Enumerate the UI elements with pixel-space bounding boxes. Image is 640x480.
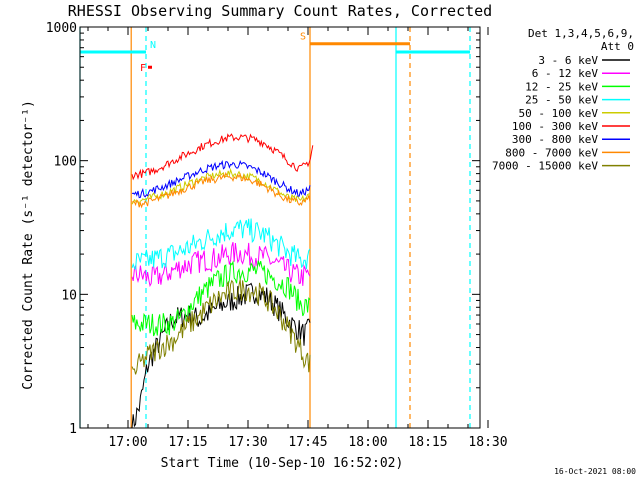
y-tick-label: 10 — [61, 288, 77, 303]
y-axis-label: Corrected Count Rate (s⁻¹ detector⁻¹) — [21, 100, 36, 390]
annotation-label: S — [300, 32, 306, 43]
x-tick-label: 17:15 — [168, 435, 207, 450]
x-tick-label: 18:15 — [408, 435, 447, 450]
legend-label: 6 - 12 keV — [532, 67, 599, 80]
series-line-5 — [131, 133, 314, 181]
y-tick-label: 100 — [54, 155, 77, 170]
footer-timestamp: 16-Oct-2021 08:00 — [554, 467, 636, 476]
x-tick-label: 18:00 — [348, 435, 387, 450]
series-line-1 — [131, 241, 311, 288]
legend-label: 300 - 800 keV — [512, 133, 598, 146]
annotation-label: N — [150, 40, 156, 51]
annotation-label: F — [140, 63, 146, 74]
legend-label: 50 - 100 keV — [519, 107, 599, 120]
legend-label: 25 - 50 keV — [525, 94, 598, 107]
x-tick-label: 17:45 — [288, 435, 327, 450]
chart-title: RHESSI Observing Summary Count Rates, Co… — [68, 2, 492, 20]
annotation-bars: N S F — [80, 32, 470, 74]
series-line-7 — [131, 171, 311, 209]
series-line-0 — [131, 282, 311, 429]
annotation-lines — [79, 27, 471, 428]
x-tick-label: 18:30 — [468, 435, 507, 450]
x-axis: 17:00 17:15 17:30 17:45 18:00 18:15 18:30 — [87, 27, 508, 450]
legend-label: 12 - 25 keV — [525, 80, 598, 93]
x-tick-label: 17:30 — [228, 435, 267, 450]
x-axis-label: Start Time (10-Sep-10 16:52:02) — [161, 456, 404, 471]
legend-header-line-2: Att 0 — [601, 40, 634, 53]
series-line-6 — [131, 159, 311, 199]
legend-label: 800 - 7000 keV — [505, 146, 598, 159]
y-tick-label: 1000 — [46, 21, 77, 36]
x-tick-label: 17:00 — [108, 435, 147, 450]
series-line-3 — [131, 218, 311, 271]
y-axis: 1 10 100 1000 — [46, 21, 480, 437]
series-line-8 — [131, 279, 311, 375]
legend-label: 3 - 6 keV — [538, 54, 598, 67]
series-line-2 — [131, 260, 311, 337]
legend-label: 7000 - 15000 keV — [492, 160, 598, 173]
legend-header-line-1: Det 1,3,4,5,6,9, — [528, 27, 634, 40]
series-line-4 — [131, 167, 311, 205]
plot-area — [79, 26, 481, 429]
y-tick-label: 1 — [69, 422, 77, 437]
legend-label: 100 - 300 keV — [512, 120, 598, 133]
series-lines — [131, 133, 314, 429]
